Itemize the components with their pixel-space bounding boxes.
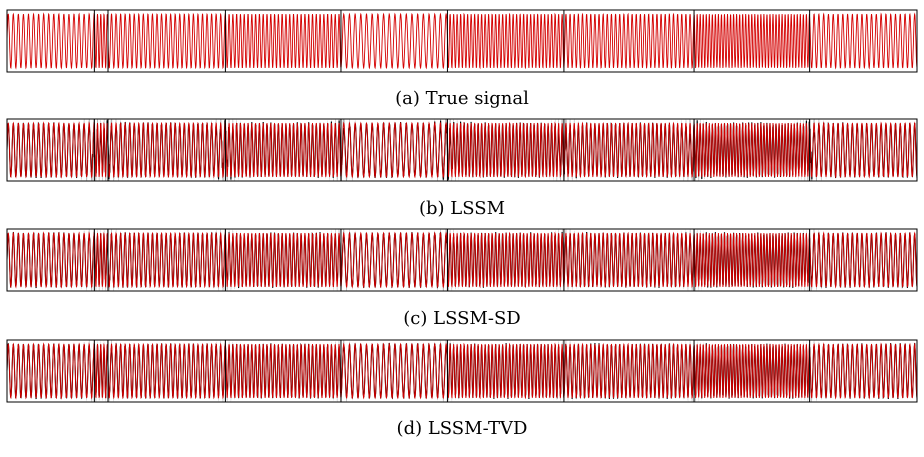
plot-frame xyxy=(6,228,918,292)
panel-2-plot xyxy=(6,118,918,182)
panel-2-caption: (b) LSSM xyxy=(418,198,506,219)
panel-3-plot xyxy=(6,228,918,292)
panel-4-plot xyxy=(6,339,918,403)
plot-frame xyxy=(6,118,918,182)
true-signal-line xyxy=(6,121,918,179)
true-signal-line xyxy=(6,231,918,289)
plot-frame xyxy=(6,339,918,403)
panel-1-caption: (a) True signal xyxy=(395,88,529,109)
panel-3-caption: (c) LSSM-SD xyxy=(403,308,521,329)
true-signal-line xyxy=(6,12,918,70)
plot-frame xyxy=(6,9,918,73)
true-signal-line xyxy=(6,342,918,400)
panel-4-caption: (d) LSSM-TVD xyxy=(396,418,528,439)
panel-1-plot xyxy=(6,9,918,73)
